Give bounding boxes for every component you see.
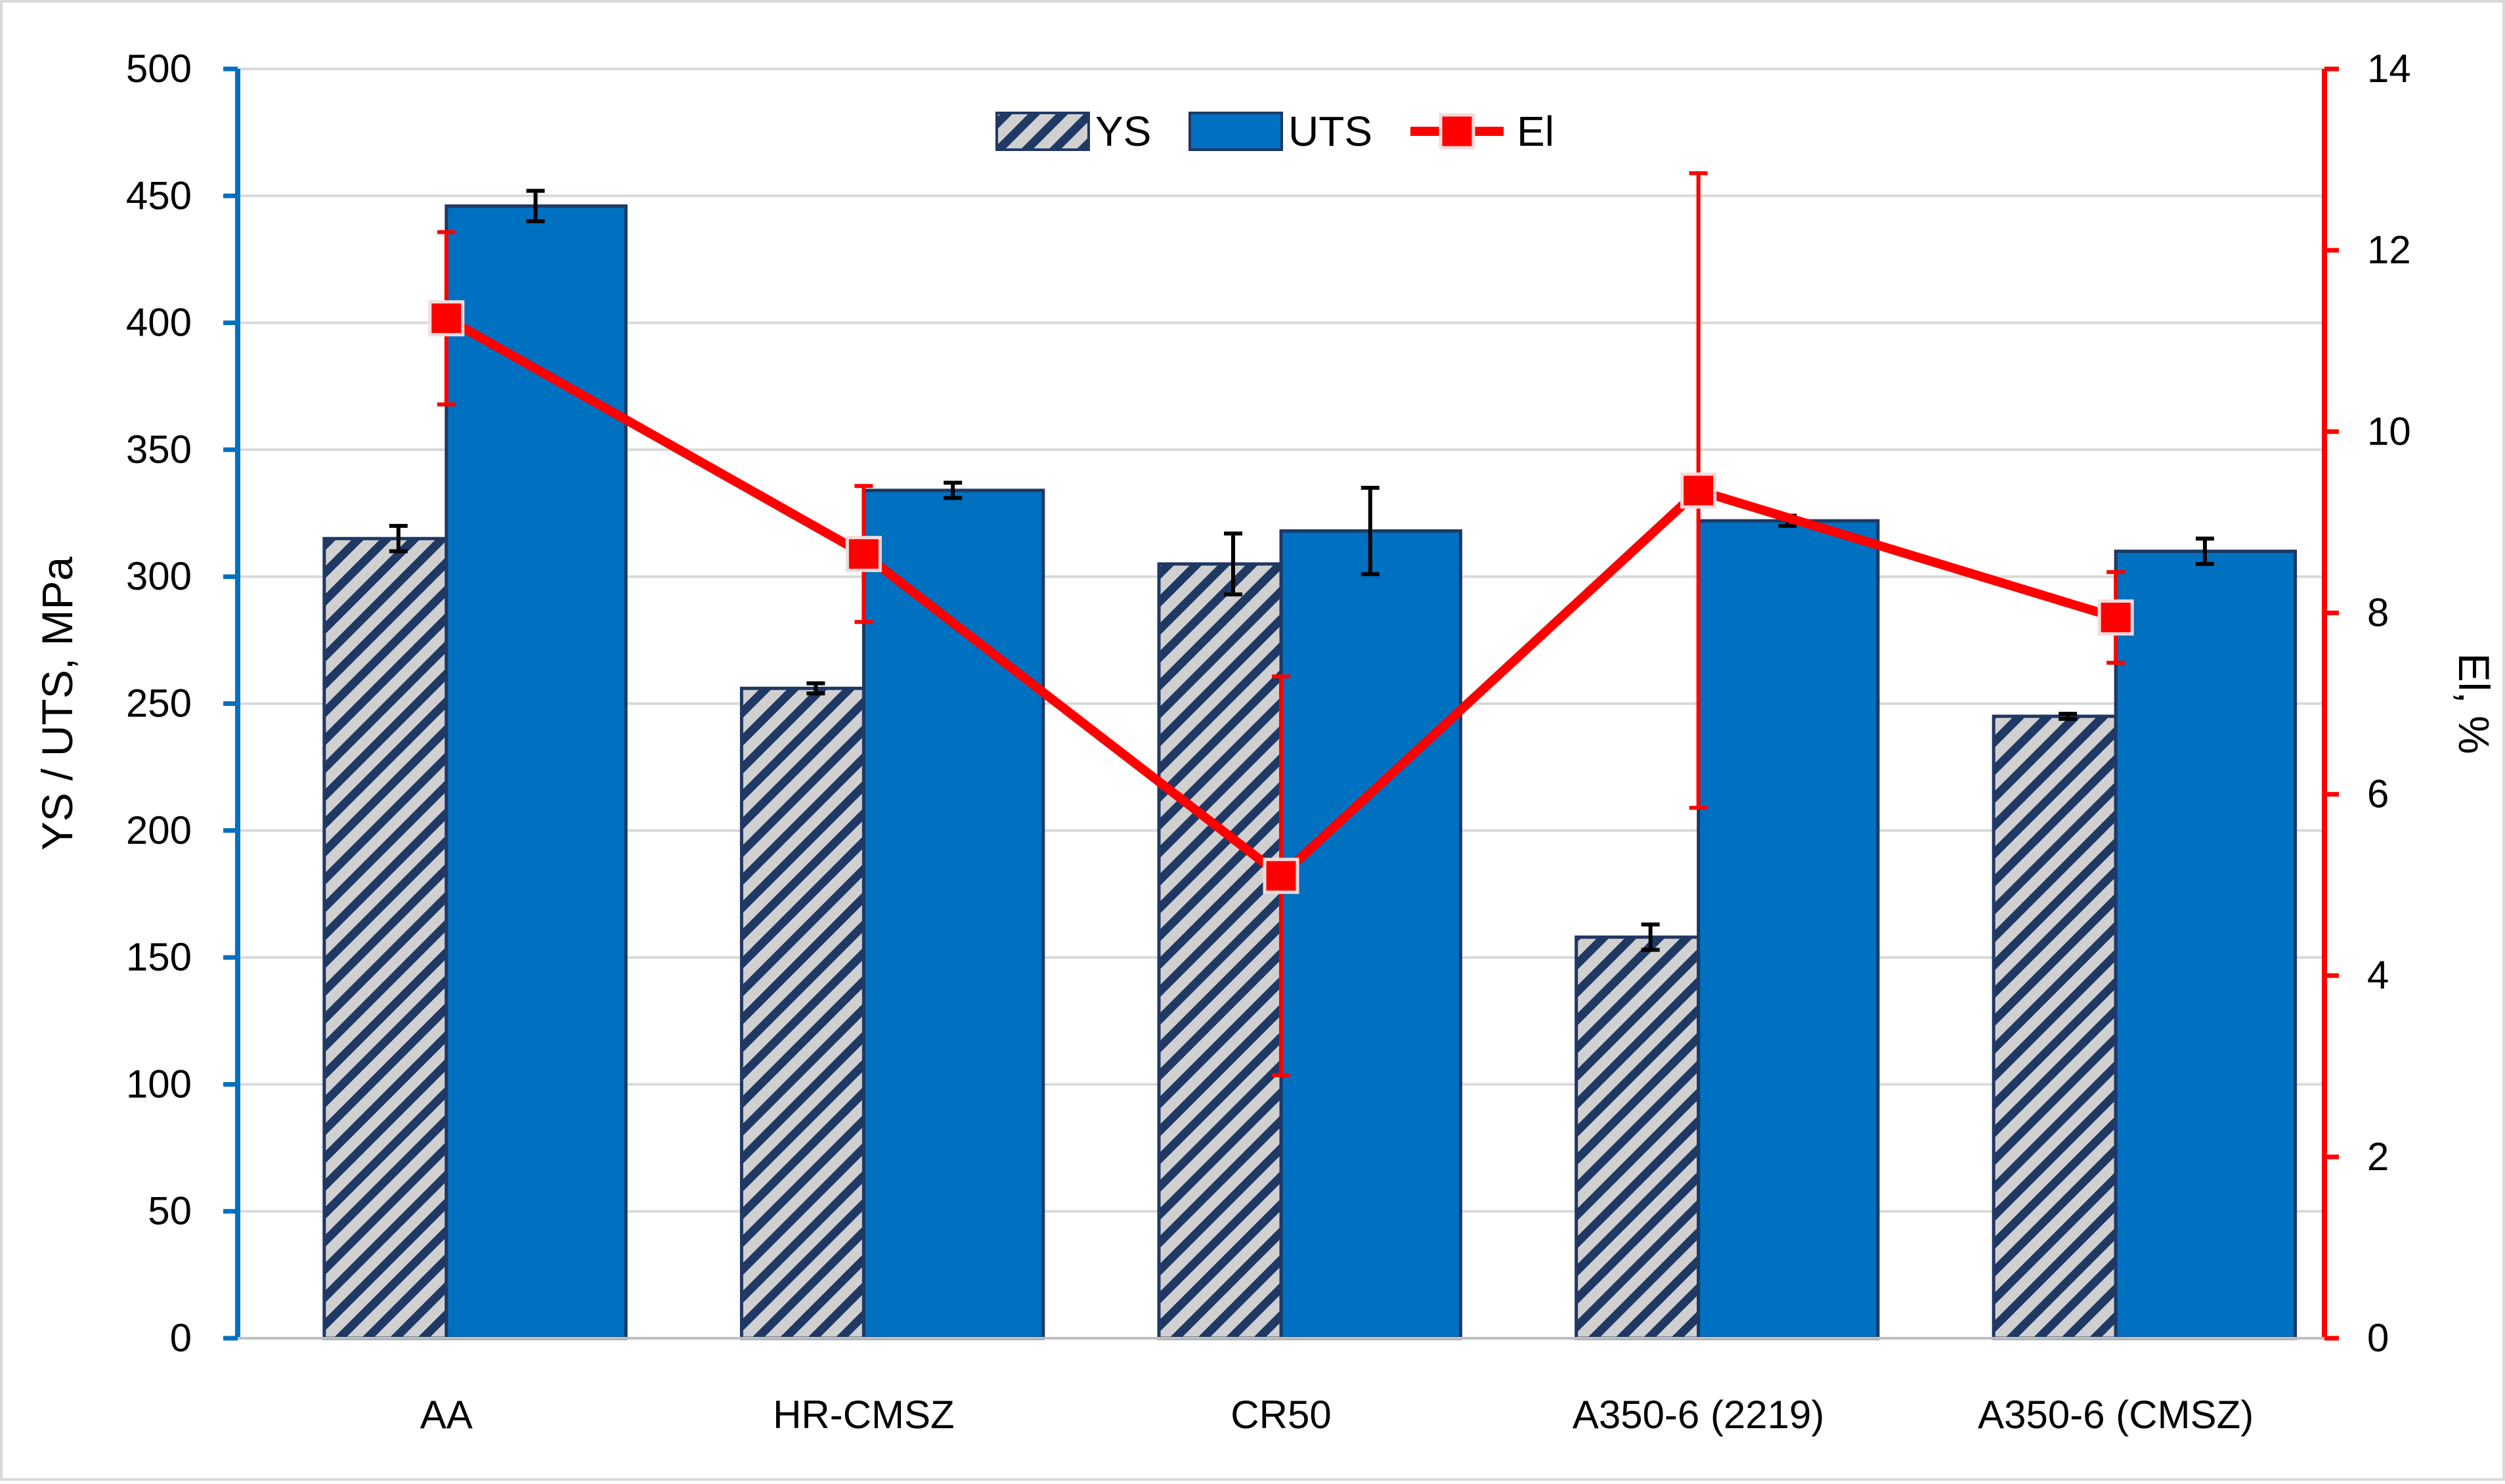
el-marker: [1680, 472, 1717, 509]
el-line-series: [428, 171, 2134, 1078]
x-tick-label: A350-6 (CMSZ): [1978, 1393, 2254, 1437]
left-tick-label: 450: [126, 173, 192, 217]
uts-bar: [1697, 519, 1880, 1340]
uts-bar: [1279, 529, 1462, 1340]
legend: YS UTS El: [995, 108, 1554, 155]
error-bars: [389, 188, 2214, 952]
right-tick-label: 10: [2367, 409, 2411, 453]
ys-bar: [1992, 714, 2118, 1340]
left-tick-label: 0: [170, 1316, 192, 1360]
right-axis-title: El, %: [2450, 653, 2498, 754]
left-axis-title: YS / UTS, MPa: [33, 556, 81, 850]
left-tick-label: 250: [126, 682, 192, 726]
legend-uts-label: UTS: [1288, 108, 1372, 155]
left-tick-label: 400: [126, 301, 192, 345]
ys-bar: [322, 536, 448, 1340]
right-tick-label: 14: [2367, 47, 2411, 91]
left-tick-label: 50: [148, 1189, 192, 1233]
el-marker: [1263, 858, 1299, 894]
left-tick-label: 300: [126, 554, 192, 598]
left-tick-label: 200: [126, 808, 192, 852]
axis-labels: 0 50 100 150 200 250 300 350 400 450 500 0 2 4 6 8 10 12 1…: [33, 47, 2498, 1437]
ys-bar: [739, 686, 865, 1340]
legend-ys-swatch: [995, 112, 1090, 151]
right-tick-label: 0: [2367, 1316, 2389, 1360]
el-marker: [428, 300, 465, 337]
legend-el-label: El: [1517, 108, 1554, 155]
left-tick-label: 350: [126, 427, 192, 471]
legend-uts-swatch: [1188, 112, 1283, 151]
right-tick-label: 4: [2367, 953, 2389, 997]
uts-bar: [861, 489, 1045, 1340]
uts-bar: [445, 204, 628, 1340]
x-tick-label: HR-CMSZ: [773, 1393, 955, 1437]
x-tick-label: A350-6 (2219): [1573, 1393, 1825, 1437]
axes: [223, 66, 2339, 1341]
right-tick-label: 8: [2367, 590, 2389, 634]
legend-el-marker: [1439, 113, 1475, 150]
legend-ys-label: YS: [1095, 108, 1151, 155]
right-tick-label: 6: [2367, 772, 2389, 816]
left-tick-label: 500: [126, 47, 192, 91]
left-tick-label: 100: [126, 1062, 192, 1106]
uts-bar: [2114, 550, 2298, 1340]
x-tick-label: CR50: [1231, 1393, 1331, 1437]
ys-bar: [1575, 935, 1701, 1340]
right-tick-label: 2: [2367, 1135, 2389, 1179]
right-tick-label: 12: [2367, 228, 2411, 272]
el-marker: [845, 536, 882, 573]
left-tick-label: 150: [126, 935, 192, 979]
el-marker: [2097, 599, 2134, 636]
x-tick-label: AA: [420, 1393, 473, 1437]
ys-bar: [1157, 562, 1283, 1340]
